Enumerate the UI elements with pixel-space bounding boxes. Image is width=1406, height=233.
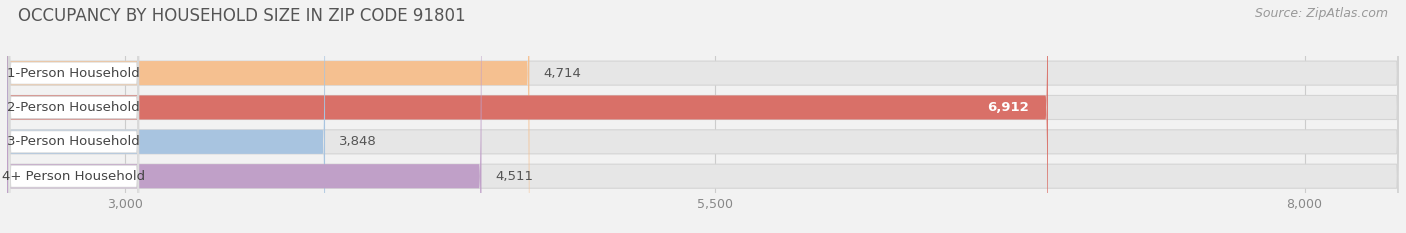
FancyBboxPatch shape [7, 0, 1399, 233]
FancyBboxPatch shape [7, 0, 481, 233]
Text: 2-Person Household: 2-Person Household [7, 101, 141, 114]
Text: 4,714: 4,714 [544, 67, 582, 80]
FancyBboxPatch shape [7, 0, 325, 233]
FancyBboxPatch shape [7, 0, 1399, 233]
FancyBboxPatch shape [8, 0, 139, 233]
Text: Source: ZipAtlas.com: Source: ZipAtlas.com [1254, 7, 1388, 20]
Text: OCCUPANCY BY HOUSEHOLD SIZE IN ZIP CODE 91801: OCCUPANCY BY HOUSEHOLD SIZE IN ZIP CODE … [18, 7, 465, 25]
FancyBboxPatch shape [8, 0, 139, 233]
Text: 1-Person Household: 1-Person Household [7, 67, 141, 80]
Text: 3,848: 3,848 [339, 135, 377, 148]
FancyBboxPatch shape [7, 0, 530, 233]
Text: 4,511: 4,511 [496, 170, 534, 183]
Text: 3-Person Household: 3-Person Household [7, 135, 141, 148]
Text: 6,912: 6,912 [987, 101, 1029, 114]
FancyBboxPatch shape [7, 0, 1047, 233]
Text: 4+ Person Household: 4+ Person Household [3, 170, 145, 183]
FancyBboxPatch shape [7, 0, 1399, 233]
FancyBboxPatch shape [8, 0, 139, 233]
FancyBboxPatch shape [8, 0, 139, 233]
FancyBboxPatch shape [7, 0, 1399, 233]
